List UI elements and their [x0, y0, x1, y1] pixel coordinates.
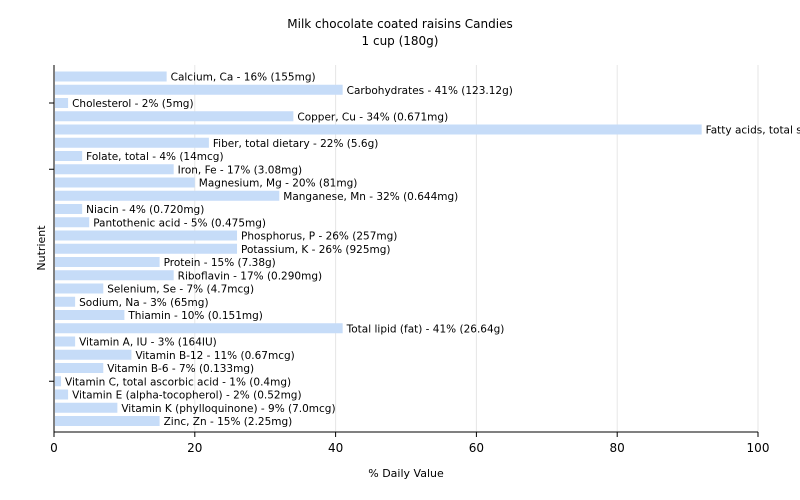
bar: [55, 349, 132, 360]
bar-label: Magnesium, Mg - 20% (81mg): [199, 178, 358, 190]
bar: [55, 323, 343, 334]
bar: [55, 204, 83, 214]
bar-label: Phosphorus, P - 26% (257mg): [241, 231, 397, 243]
bar: [55, 336, 76, 347]
bars: Calcium, Ca - 16% (155mg) Carbohydrates -…: [55, 71, 800, 428]
bar-label: Folate, total - 4% (14mcg): [86, 151, 223, 163]
bar: [55, 111, 294, 122]
chart-subtitle: 1 cup (180g): [362, 34, 439, 48]
bar: [55, 296, 76, 307]
bar: [55, 270, 174, 281]
x-ticks: 0 20 40 60 80 100: [50, 432, 769, 455]
bar-label: Total lipid (fat) - 41% (26.64g): [346, 323, 505, 335]
bar-label: Fatty acids, total saturated - 92% (18.4…: [706, 125, 800, 137]
axes: [53, 65, 758, 433]
bar-label: Thiamin - 10% (0.151mg): [127, 310, 263, 322]
bar: [55, 164, 174, 175]
chart-title: Milk chocolate coated raisins Candies: [287, 17, 512, 31]
bar: [55, 376, 62, 387]
bar: [55, 402, 118, 413]
bar: [55, 177, 195, 188]
bar-label: Vitamin A, IU - 3% (164IU): [79, 337, 217, 349]
bar: [55, 98, 69, 108]
bar: [55, 190, 280, 201]
bar-label: Vitamin C, total ascorbic acid - 1% (0.4…: [65, 376, 291, 388]
bar-label: Potassium, K - 26% (925mg): [241, 244, 391, 256]
x-tick-label: 40: [328, 441, 343, 455]
bar: [55, 151, 83, 161]
bar: [55, 310, 125, 320]
bar: [55, 137, 209, 148]
bar-label: Niacin - 4% (0.720mg): [86, 204, 204, 216]
bar-label: Carbohydrates - 41% (123.12g): [347, 85, 513, 97]
bar-label: Iron, Fe - 17% (3.08mg): [178, 164, 302, 176]
x-tick-label: 20: [187, 441, 202, 455]
bar-label: Vitamin K (phylloquinone) - 9% (7.0mcg): [121, 403, 335, 415]
bar-label: Fiber, total dietary - 22% (5.6g): [213, 138, 378, 150]
bar: [55, 230, 238, 241]
bar: [55, 217, 90, 228]
y-axis-label: Nutrient: [35, 225, 48, 271]
bar-label: Vitamin E (alpha-tocopherol) - 2% (0.52m…: [72, 390, 302, 402]
y-ticks: [49, 102, 54, 382]
bar-label: Zinc, Zn - 15% (2.25mg): [164, 416, 293, 428]
bar-label: Sodium, Na - 3% (65mg): [79, 297, 208, 309]
x-tick-label: 60: [469, 441, 484, 455]
bar: [55, 71, 167, 82]
bar-label: Protein - 15% (7.38g): [164, 257, 276, 269]
bar-label: Calcium, Ca - 16% (155mg): [171, 72, 316, 84]
x-tick-label: 0: [50, 441, 58, 455]
bar-label: Selenium, Se - 7% (4.7mcg): [107, 284, 254, 296]
bar: [55, 84, 343, 95]
bar-label: Pantothenic acid - 5% (0.475mg): [93, 217, 266, 229]
bar: [55, 416, 160, 426]
bar-label: Manganese, Mn - 32% (0.644mg): [283, 191, 458, 203]
bar-label: Cholesterol - 2% (5mg): [72, 98, 194, 110]
bar-label: Vitamin B-12 - 11% (0.67mcg): [135, 350, 294, 362]
bar-label: Vitamin B-6 - 7% (0.133mg): [107, 363, 254, 375]
bar: [55, 389, 69, 400]
bar-label: Riboflavin - 17% (0.290mg): [178, 270, 322, 282]
x-tick-label: 80: [610, 441, 625, 455]
bar: [55, 124, 702, 135]
bar: [55, 363, 104, 373]
x-axis-label: % Daily Value: [368, 467, 444, 480]
bar: [55, 283, 104, 294]
bar: [55, 257, 160, 267]
bar-label: Copper, Cu - 34% (0.671mg): [297, 111, 448, 123]
bar: [55, 243, 238, 254]
x-tick-label: 100: [747, 441, 770, 455]
